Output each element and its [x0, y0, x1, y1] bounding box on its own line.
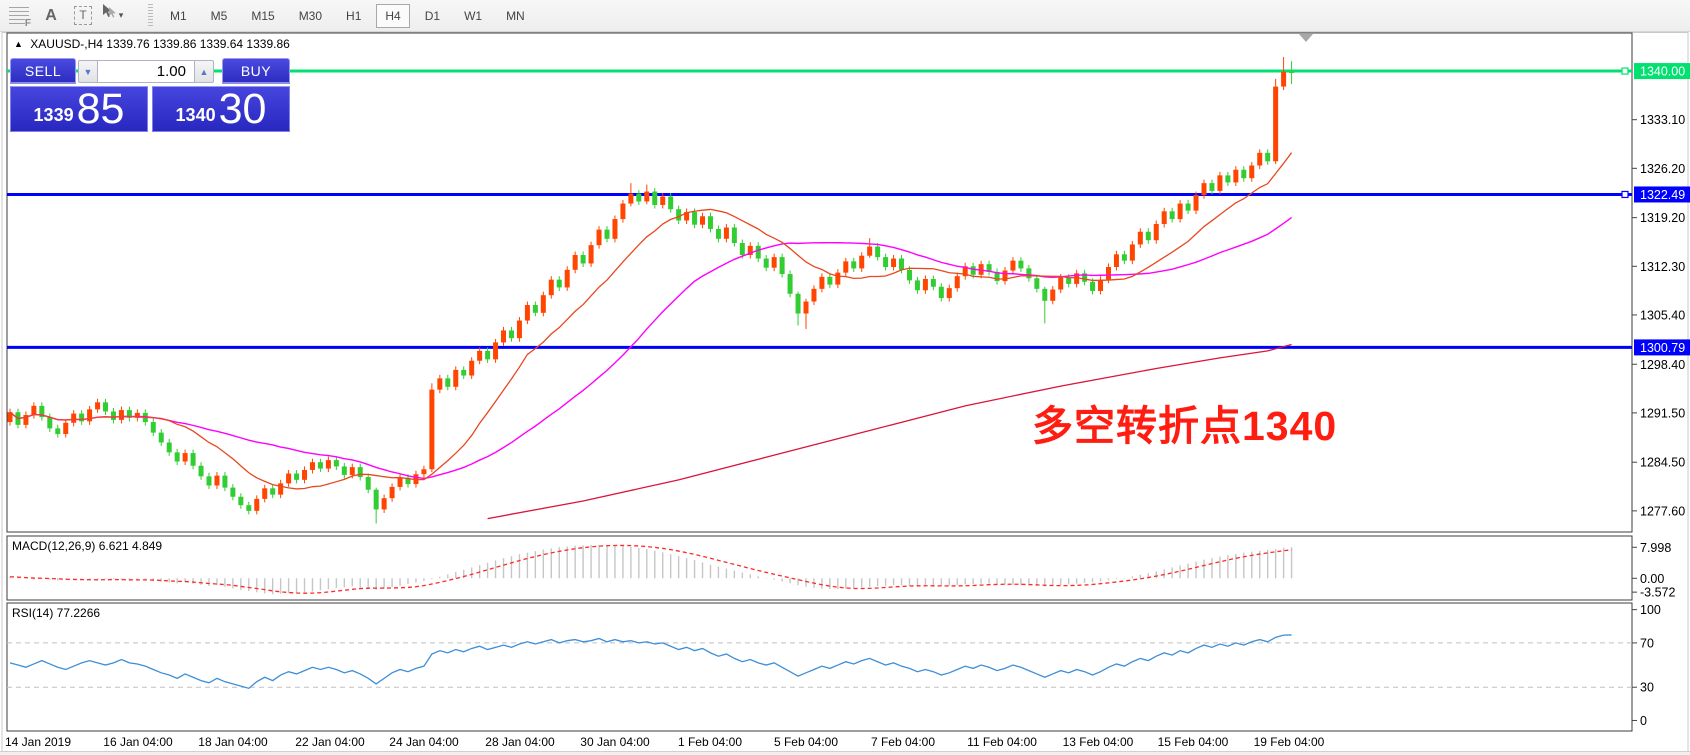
price-tick-label: 1277.60	[1640, 504, 1685, 518]
time-axis-label: 11 Feb 04:00	[967, 735, 1037, 749]
timeframe-button-m15[interactable]: M15	[251, 8, 275, 23]
price-tick-label: 1312.30	[1640, 260, 1685, 274]
buy-price-small: 1340	[175, 105, 216, 125]
hline-handle-1322.49[interactable]	[1621, 190, 1629, 199]
macd-indicator	[9, 544, 1293, 595]
hline-price-text: 1300.79	[1640, 341, 1685, 355]
hline-handle-1340.00[interactable]	[1621, 67, 1629, 75]
macd-axis-label: 0.00	[1640, 572, 1664, 586]
time-axis-label: 28 Jan 04:00	[485, 735, 555, 749]
text-box-tool-icon[interactable]: T	[68, 3, 98, 29]
grid-f-glyph: F	[24, 17, 31, 29]
rsi-label: RSI(14) 77.2266	[12, 606, 100, 620]
symbol-expand-icon[interactable]: ▲	[14, 39, 23, 49]
time-axis-label: 22 Jan 04:00	[295, 735, 365, 749]
chart-shift-marker-icon[interactable]	[1299, 34, 1313, 42]
rsi-line[interactable]	[9, 634, 1292, 690]
toolbar-grip	[148, 3, 153, 28]
letter-a-glyph: A	[45, 6, 57, 24]
time-axis-label: 30 Jan 04:00	[580, 735, 650, 749]
sell-button[interactable]: SELL	[10, 58, 76, 84]
candles	[7, 56, 1295, 524]
hline-price-text: 1322.49	[1640, 188, 1685, 202]
grid-f-tool-icon[interactable]: F	[4, 3, 34, 29]
macd-signal-line[interactable]	[9, 544, 1292, 594]
volume-input[interactable]	[98, 60, 194, 83]
price-tick-label: 1298.40	[1640, 358, 1685, 372]
macd-axis-label: 7.998	[1640, 541, 1671, 555]
macd-axis-label: -3.572	[1640, 586, 1675, 600]
timeframe-button-w1[interactable]: W1	[464, 8, 483, 23]
ma-mid-magenta[interactable]	[9, 216, 1292, 480]
ma-slow-crimson[interactable]	[487, 343, 1292, 520]
time-axis-label: 5 Feb 04:00	[774, 735, 838, 749]
timeframe-button-d1[interactable]: D1	[424, 8, 441, 23]
price-tick-label: 1284.50	[1640, 456, 1685, 470]
rsi-axis-label: 100	[1640, 603, 1661, 617]
time-axis-label: 15 Feb 04:00	[1158, 735, 1229, 749]
drawing-tools-dropdown[interactable]: ▾	[100, 3, 140, 29]
ma-fast-orange[interactable]	[9, 152, 1293, 490]
chart-title: ▲ XAUUSD-,H4 1339.76 1339.86 1339.64 133…	[14, 37, 290, 51]
macd-pane-border	[6, 535, 1633, 601]
time-axis-label: 1 Feb 04:00	[678, 735, 742, 749]
volume-increase-button[interactable]: ▲	[194, 60, 214, 83]
time-axis-label: 16 Jan 04:00	[103, 735, 173, 749]
price-tick-label: 1326.20	[1640, 162, 1685, 176]
hline-price-tag	[1634, 63, 1690, 80]
hline-price-text: 1340.00	[1640, 65, 1685, 79]
sell-price-big: 85	[76, 85, 125, 134]
timeframe-button-h4[interactable]: H4	[376, 3, 410, 28]
buy-price-big: 30	[218, 85, 267, 134]
price-tick-label: 1291.50	[1640, 406, 1685, 420]
sell-price-display[interactable]: 1339 85	[10, 86, 148, 132]
text-label-tool-icon[interactable]: A	[36, 3, 66, 29]
timeframe-button-m30[interactable]: M30	[298, 8, 323, 23]
price-tick-label: 1319.20	[1640, 211, 1685, 225]
rsi-axis-label: 0	[1640, 714, 1647, 728]
buy-price-display[interactable]: 1340 30	[152, 86, 290, 132]
timeframe-button-mn[interactable]: MN	[506, 8, 525, 23]
hline-price-tag	[1634, 339, 1690, 356]
cursor-arrows-icon	[103, 3, 116, 18]
symbol-label: XAUUSD-,H4	[30, 37, 103, 51]
rsi-pane-border	[6, 602, 1633, 732]
price-tick-label: 1305.40	[1640, 308, 1685, 322]
time-axis-label: 7 Feb 04:00	[871, 735, 935, 749]
one-click-trading-panel: SELL ▼ ▲ BUY 1339 85 1340 30	[10, 58, 290, 132]
timeframe-button-h1[interactable]: H1	[346, 8, 362, 23]
time-axis-label: 18 Jan 04:00	[198, 735, 268, 749]
time-axis-label: 24 Jan 04:00	[389, 735, 459, 749]
timeframe-button-m1[interactable]: M1	[170, 8, 187, 23]
volume-decrease-button[interactable]: ▼	[78, 60, 98, 83]
buy-button[interactable]: BUY	[222, 58, 290, 84]
rsi-axis-label: 70	[1640, 636, 1654, 650]
hline-price-tag	[1634, 186, 1690, 203]
time-axis-label: 14 Jan 2019	[5, 735, 71, 749]
ohlc-readout: 1339.76 1339.86 1339.64 1339.86	[106, 37, 290, 51]
macd-label: MACD(12,26,9) 6.621 4.849	[12, 539, 162, 553]
time-axis-label: 13 Feb 04:00	[1063, 735, 1134, 749]
chart-text-annotation[interactable]: 多空转折点1340	[1032, 403, 1338, 449]
chevron-down-icon: ▾	[118, 10, 124, 20]
timeframe-bar: M1 M5 M15 M30 H1 H4 D1 W1 MN	[161, 3, 534, 28]
top-toolbar: F A T ▾ M1 M5 M15 M30 H1 H4 D1 W1 MN	[0, 0, 1690, 32]
boxed-t-glyph: T	[74, 6, 92, 25]
timeframe-button-m5[interactable]: M5	[210, 8, 228, 23]
price-tick-label: 1333.10	[1640, 113, 1685, 127]
sell-price-small: 1339	[33, 105, 74, 125]
main-pane-border	[6, 32, 1633, 533]
time-axis-label: 19 Feb 04:00	[1254, 735, 1325, 749]
rsi-axis-label: 30	[1640, 681, 1654, 695]
